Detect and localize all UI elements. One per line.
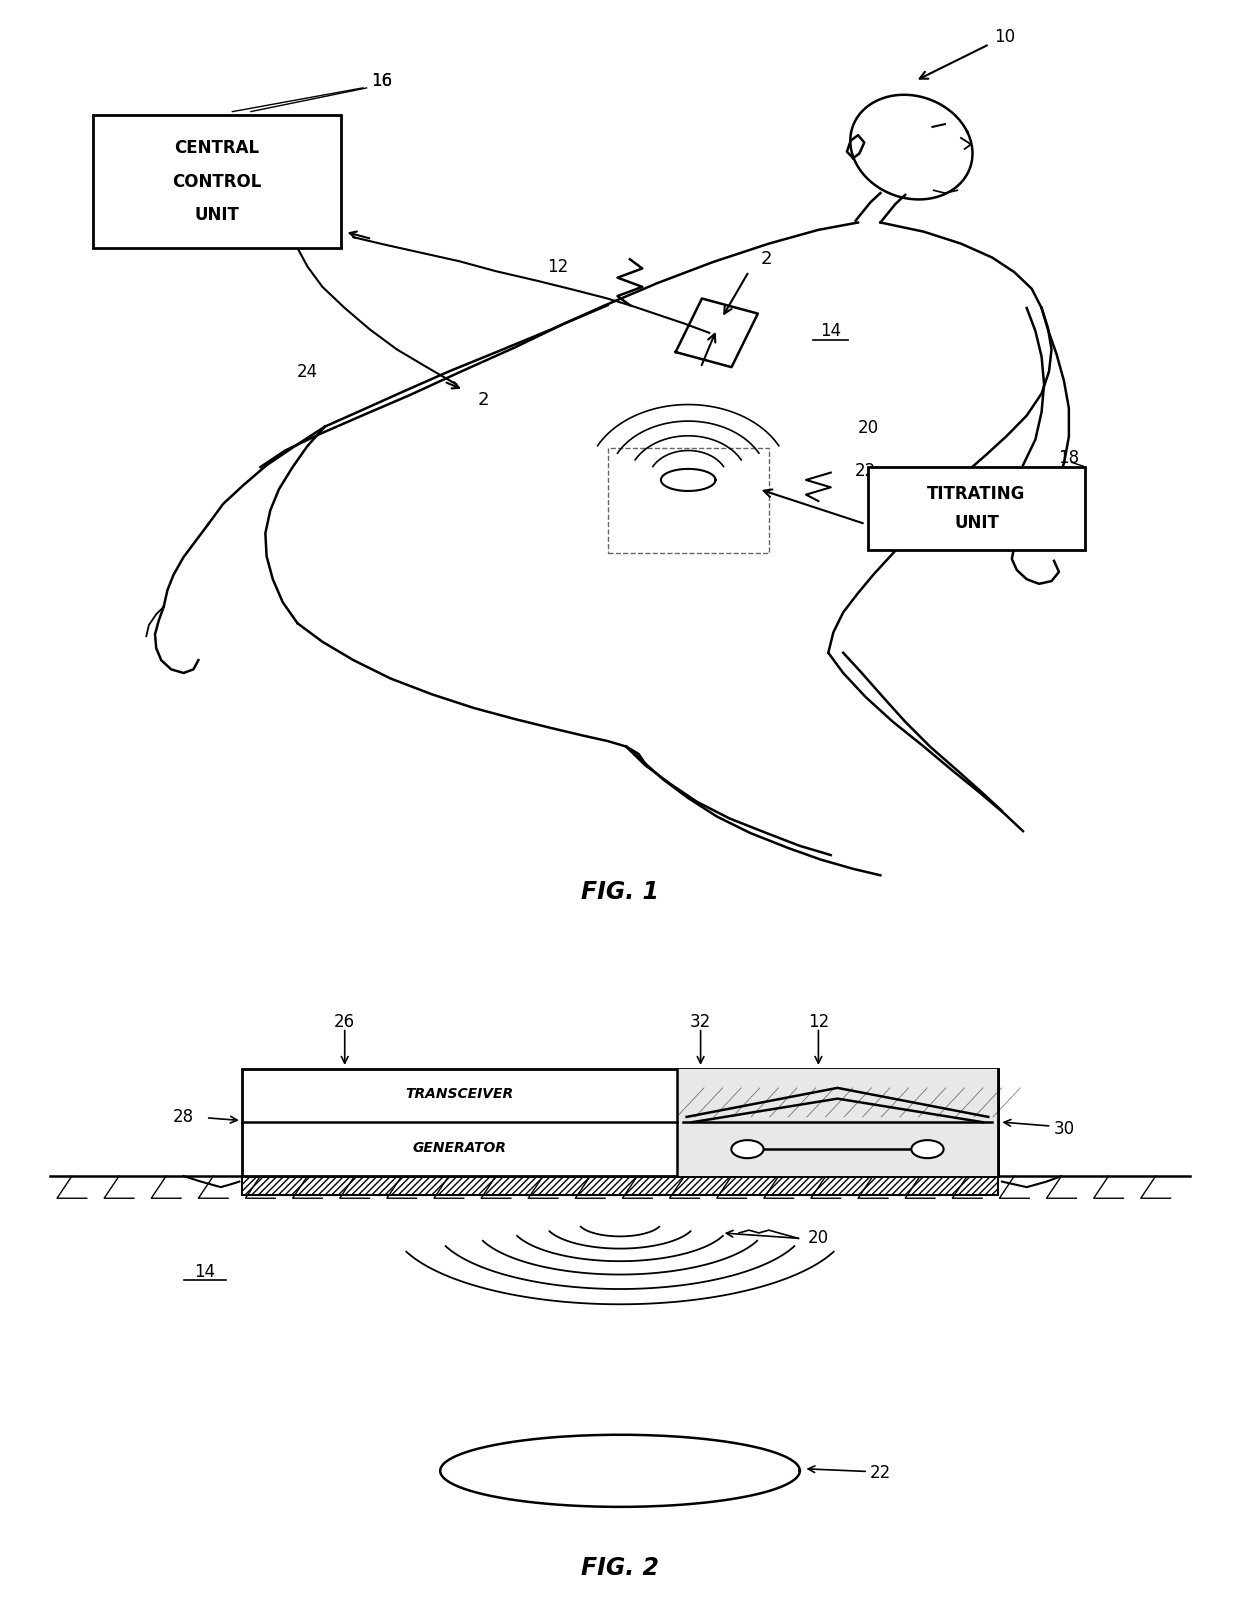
Text: TITRATING: TITRATING <box>928 484 1025 503</box>
Text: 16: 16 <box>371 73 393 90</box>
Text: TRANSCEIVER: TRANSCEIVER <box>405 1087 513 1102</box>
Text: 18: 18 <box>1058 448 1080 466</box>
Circle shape <box>732 1140 764 1158</box>
Text: 16: 16 <box>371 73 393 90</box>
Text: 20: 20 <box>857 418 879 437</box>
Text: 22: 22 <box>854 461 877 479</box>
Text: FIG. 1: FIG. 1 <box>582 879 658 903</box>
Text: 2: 2 <box>760 250 773 268</box>
Bar <box>608 448 769 553</box>
Bar <box>677 1068 998 1176</box>
Text: UNIT: UNIT <box>195 206 239 224</box>
Text: 32: 32 <box>689 1013 712 1031</box>
Text: 22: 22 <box>869 1465 892 1482</box>
Bar <box>242 1176 998 1195</box>
Circle shape <box>911 1140 944 1158</box>
Text: 2: 2 <box>477 390 490 410</box>
Bar <box>242 1068 998 1176</box>
Text: 24: 24 <box>296 363 319 381</box>
Text: 26: 26 <box>334 1013 356 1031</box>
Text: 30: 30 <box>1053 1119 1075 1137</box>
Text: 28: 28 <box>172 1108 195 1126</box>
Text: FIG. 2: FIG. 2 <box>582 1557 658 1579</box>
Bar <box>868 468 1085 550</box>
Text: 14: 14 <box>193 1263 216 1281</box>
Text: UNIT: UNIT <box>954 515 999 532</box>
Text: 14: 14 <box>820 323 842 340</box>
Text: 10: 10 <box>993 27 1016 45</box>
Bar <box>93 115 341 248</box>
Text: GENERATOR: GENERATOR <box>413 1140 506 1155</box>
Text: CONTROL: CONTROL <box>172 173 262 190</box>
Text: 20: 20 <box>807 1229 830 1247</box>
Text: CENTRAL: CENTRAL <box>175 139 259 156</box>
Text: 12: 12 <box>547 258 569 276</box>
Text: 12: 12 <box>807 1013 830 1031</box>
